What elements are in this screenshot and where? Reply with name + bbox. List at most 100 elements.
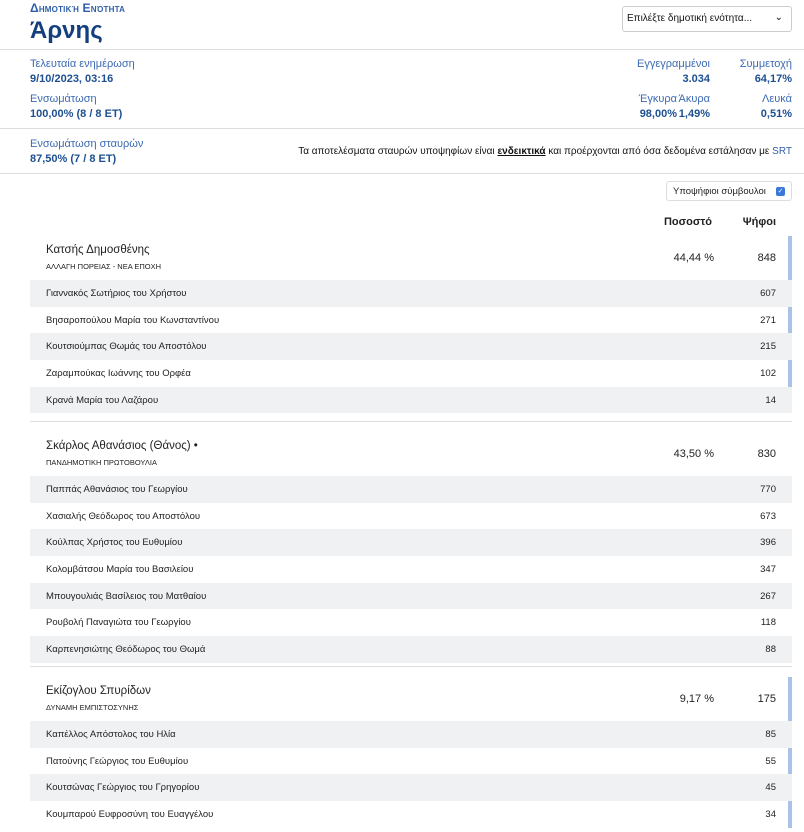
candidate-row: Μπουγουλιάς Βασίλειος του Ματθαίου 267 — [30, 582, 792, 610]
value: 98,00% — [639, 108, 677, 120]
party-block: Εκίζογλου Σπυρίδων ΔΥΝΑΜΗ ΕΜΠΙΣΤΟΣΥΝΗΣ 9… — [30, 666, 792, 828]
candidate-votes: 45 — [765, 782, 776, 794]
candidate-votes: 34 — [765, 809, 776, 821]
note-text: Τα αποτελέσματα σταυρών υποψηφίων είναι — [298, 146, 498, 157]
candidate-votes: 88 — [765, 644, 776, 656]
label: Λευκά — [762, 93, 792, 105]
integration: Ενσωμάτωση 100,00% (8 / 8 ΕΤ) — [30, 93, 122, 120]
party-leader: Κατσής Δημοσθένης — [46, 244, 150, 256]
candidate-votes: 118 — [760, 617, 776, 629]
value: 64,17% — [754, 73, 792, 85]
party-list-name: ΠΑΝΔΗΜΟΤΙΚΗ ΠΡΩΤΟΒΟΥΛΙΑ — [46, 458, 157, 467]
value: 3.034 — [682, 73, 710, 85]
party-block: Κατσής Δημοσθένης ΑΛΛΑΓΗ ΠΟΡΕΙΑΣ - ΝΕΑ Ε… — [30, 236, 792, 414]
candidate-row: Ζαραμπούκας Ιωάννης του Ορφέα 102 — [30, 360, 792, 387]
divider — [0, 173, 804, 174]
candidate-row: Κολομβάτσου Μαρία του Βασιλείου 347 — [30, 556, 792, 583]
party-list-name: ΑΛΛΑΓΗ ΠΟΡΕΙΑΣ - ΝΕΑ ΕΠΟΧΗ — [46, 262, 162, 271]
blank: Λευκά 0,51% — [761, 93, 792, 120]
divider — [0, 128, 804, 129]
candidate-row: Κουτσιούμπας Θωμάς του Αποστόλου 215 — [30, 333, 792, 361]
label: Ενσωμάτωση σταυρών — [30, 138, 144, 150]
party-list-name: ΔΥΝΑΜΗ ΕΜΠΙΣΤΟΣΥΝΗΣ — [46, 703, 139, 712]
party-leader: Εκίζογλου Σπυρίδων — [46, 685, 151, 697]
party-header[interactable]: Εκίζογλου Σπυρίδων ΔΥΝΑΜΗ ΕΜΠΙΣΤΟΣΥΝΗΣ 9… — [30, 677, 792, 721]
candidate-votes: 215 — [760, 341, 776, 353]
candidate-name: Κουτσιούμπας Θωμάς του Αποστόλου — [46, 341, 207, 353]
candidate-name: Χασιαλής Θεόδωρος του Αποστόλου — [46, 510, 201, 522]
candidate-name: Κούλπας Χρήστος του Ευθυμίου — [46, 537, 183, 549]
candidate-row: Παππάς Αθανάσιος του Γεωργίου 770 — [30, 476, 792, 503]
candidate-name: Ρουβολή Παναγιώτα του Γεωργίου — [46, 617, 191, 629]
label: Άκυρα — [678, 93, 710, 105]
candidate-name: Κολομβάτσου Μαρία του Βασιλείου — [46, 564, 194, 576]
turnout: Συμμετοχή 64,17% — [740, 58, 792, 85]
candidate-votes: 607 — [760, 288, 776, 299]
candidate-votes: 770 — [760, 484, 776, 495]
candidate-name: Πατούνης Γεώργιος του Ευθυμίου — [46, 755, 189, 767]
party-votes: 175 — [757, 693, 776, 705]
value: 9/10/2023, 03:16 — [30, 73, 114, 85]
candidate-votes: 673 — [760, 510, 776, 522]
candidate-votes: 396 — [760, 537, 776, 549]
indicative-note: Τα αποτελέσματα σταυρών υποψηφίων είναι … — [298, 146, 792, 157]
candidate-row: Ρουβολή Παναγιώτα του Γεωργίου 118 — [30, 609, 792, 636]
label: Συμμετοχή — [739, 58, 792, 70]
value: 1,49% — [678, 108, 710, 120]
candidates-toggle[interactable]: Υποψήφιοι σύμβουλοι ✓ — [666, 181, 792, 201]
party-leader: Σκάρλος Αθανάσιος (Θάνος) • — [46, 440, 198, 452]
candidate-name: Μπουγουλιάς Βασίλειος του Ματθαίου — [46, 590, 207, 602]
candidate-votes: 347 — [760, 564, 776, 576]
note-emphasis: ενδεικτικά — [497, 146, 546, 157]
divider — [0, 49, 804, 50]
candidate-name: Γιαννακός Σωτήριος του Χρήστου — [46, 288, 187, 299]
candidate-name: Βησαροπούλου Μαρία του Κωνσταντίνου — [46, 314, 220, 326]
srt-label: SRT — [772, 146, 792, 157]
candidate-row: Κουτσώνας Γεώργιος του Γρηγορίου 45 — [30, 774, 792, 802]
chevron-down-icon: ⌄ — [774, 12, 783, 23]
candidate-name: Κρανά Μαρία του Λαζάρου — [46, 394, 159, 406]
municipal-unit-select[interactable]: Επιλέξτε δημοτική ενότητα... ⌄ — [622, 6, 792, 32]
candidate-row: Χασιαλής Θεόδωρος του Αποστόλου 673 — [30, 503, 792, 530]
candidate-row: Κρανά Μαρία του Λαζάρου 14 — [30, 386, 792, 414]
candidate-votes: 85 — [765, 729, 776, 740]
candidate-votes: 271 — [760, 314, 776, 326]
candidate-name: Ζαραμπούκας Ιωάννης του Ορφέα — [46, 368, 191, 380]
page-title: Άρνης — [30, 17, 103, 44]
value: 0,51% — [760, 108, 792, 120]
pref-integration: Ενσωμάτωση σταυρών 87,50% (7 / 8 ΕΤ) — [30, 138, 143, 165]
checkbox-checked-icon[interactable]: ✓ — [776, 187, 785, 196]
candidate-row: Πατούνης Γεώργιος του Ευθυμίου 55 — [30, 748, 792, 775]
candidate-votes: 102 — [760, 368, 776, 380]
column-header-percent[interactable]: Ποσοστό — [663, 216, 712, 228]
registered: Εγγεγραμμένοι 3.034 — [637, 58, 710, 85]
valid: Έγκυρα 98,00% — [639, 93, 677, 120]
candidate-votes: 267 — [760, 590, 776, 602]
header: Δημοτική Ενότητα Άρνης — [30, 0, 125, 45]
party-header[interactable]: Κατσής Δημοσθένης ΑΛΛΑΓΗ ΠΟΡΕΙΑΣ - ΝΕΑ Ε… — [30, 236, 792, 280]
candidate-row: Γιαννακός Σωτήριος του Χρήστου 607 — [30, 280, 792, 307]
candidate-row: Βησαροπούλου Μαρία του Κωνσταντίνου 271 — [30, 307, 792, 334]
party-color-bar — [788, 677, 792, 828]
party-percent: 43,50 % — [673, 448, 714, 460]
party-color-bar — [788, 236, 792, 414]
label: Ενσωμάτωση — [30, 93, 97, 105]
label: Έγκυρα — [638, 93, 677, 105]
party-votes: 848 — [757, 252, 776, 264]
candidate-row: Κουμπαρού Ευφροσύνη του Ευαγγέλου 34 — [30, 801, 792, 828]
party-header[interactable]: Σκάρλος Αθανάσιος (Θάνος) • ΠΑΝΔΗΜΟΤΙΚΗ … — [30, 432, 792, 476]
section-label: Δημοτική Ενότητα — [30, 1, 126, 15]
last-update: Τελευταία ενημέρωση 9/10/2023, 03:16 — [30, 58, 135, 85]
candidate-row: Κούλπας Χρήστος του Ευθυμίου 396 — [30, 529, 792, 557]
invalid: Άκυρα 1,49% — [679, 93, 710, 120]
candidate-name: Καρπενησιώτης Θεόδωρος του Θωμά — [46, 644, 206, 656]
select-value: Επιλέξτε δημοτική ενότητα... — [627, 13, 753, 24]
party-votes: 830 — [757, 448, 776, 460]
column-header-votes[interactable]: Ψήφοι — [742, 216, 776, 228]
label: Τελευταία ενημέρωση — [30, 58, 135, 70]
party-block: Σκάρλος Αθανάσιος (Θάνος) • ΠΑΝΔΗΜΟΤΙΚΗ … — [30, 421, 792, 663]
note-text: και προέρχονται από όσα δεδομένα εστάλησ… — [545, 146, 773, 157]
candidate-row: Καπέλλος Απόστολος του Ηλία 85 — [30, 721, 792, 748]
candidate-row: Καρπενησιώτης Θεόδωρος του Θωμά 88 — [30, 636, 792, 663]
toggle-label: Υποψήφιοι σύμβουλοι — [673, 186, 766, 197]
